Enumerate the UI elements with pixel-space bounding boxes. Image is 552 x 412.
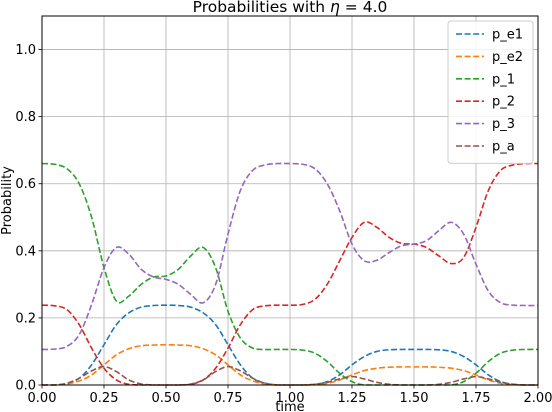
y-tick-label: 1.0 [15,43,36,58]
y-ticks: 0.0 0.2 0.4 0.6 0.8 1.0 [15,43,42,394]
y-tick-label: 0.0 [15,379,36,394]
y-tick-label: 0.2 [15,311,36,326]
legend-label: p_3 [492,117,515,132]
y-tick-label: 0.4 [15,244,36,259]
x-ticks: 0.00 0.25 0.50 0.75 1.00 1.25 1.50 1.75 2.00 [28,385,552,406]
legend-label: p_e1 [492,28,523,43]
y-tick-label: 0.8 [15,110,36,125]
y-tick-label: 0.6 [15,177,36,192]
legend-label: p_2 [492,95,515,110]
chart-title: Probabilities with η = 4.0 [193,0,388,16]
legend: p_e1 p_e2 p_1 p_2 p_3 p_a [447,20,534,164]
legend-label: p_e2 [492,50,523,65]
x-tick-label: 0.25 [90,391,119,406]
x-tick-label: 2.00 [524,391,552,406]
y-axis-label: Probability [0,166,15,235]
series-line-p-2 [41,162,539,386]
x-tick-label: 1.00 [276,391,305,406]
legend-label: p_a [492,140,515,155]
x-tick-label: 0.75 [214,391,243,406]
x-tick-label: 0.00 [28,391,57,406]
x-tick-label: 1.50 [400,391,429,406]
series-line-p-a [42,365,538,386]
x-tick-label: 0.50 [152,391,181,406]
legend-label: p_1 [492,72,515,87]
x-tick-label: 1.25 [338,391,367,406]
x-axis-label: time [275,400,304,412]
series-line-p-3 [41,162,539,351]
x-tick-label: 1.75 [462,391,491,406]
series-line-p-1 [41,162,539,386]
